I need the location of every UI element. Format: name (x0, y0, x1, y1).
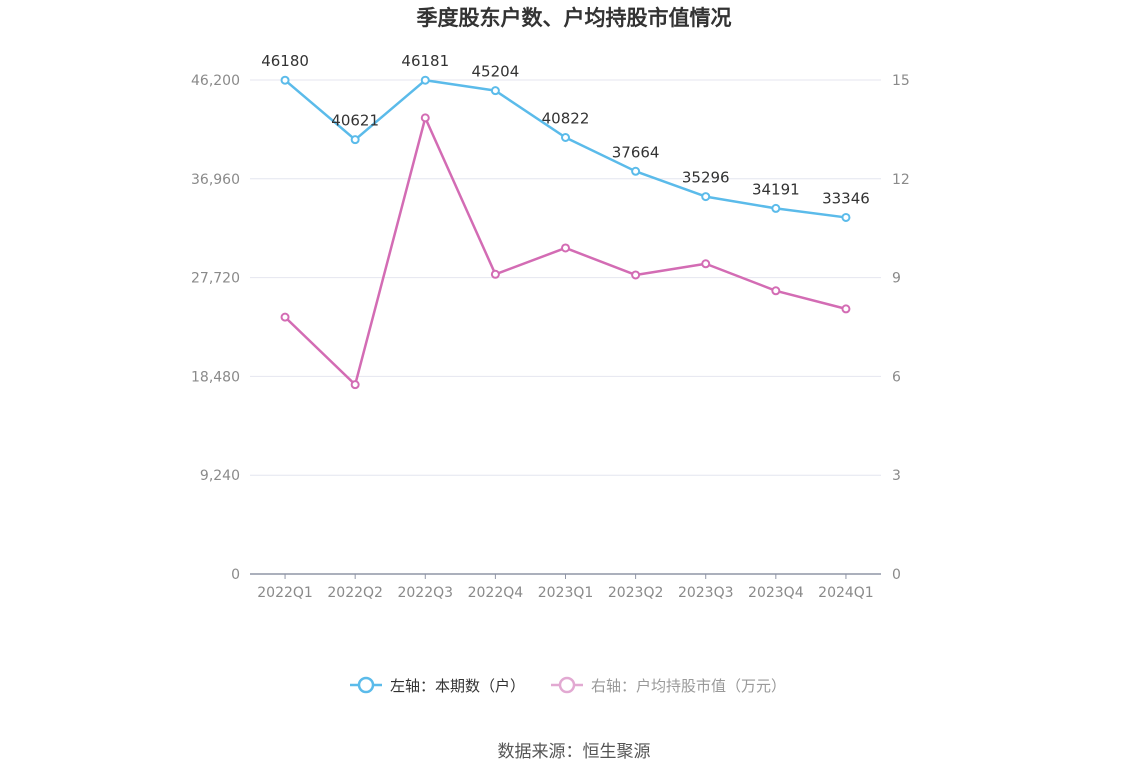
left-series-point (841, 212, 851, 222)
x-tick-label: 2022Q1 (257, 585, 313, 601)
legend-marker (357, 676, 375, 694)
data-source: 数据来源：恒生聚源 (497, 742, 651, 762)
y-right-tick-label: 0 (892, 567, 901, 583)
x-tick-label: 2023Q1 (538, 585, 594, 601)
left-series-point (350, 135, 360, 145)
y-left-tick-label: 27,720 (191, 271, 240, 287)
x-tick-label: 2024Q1 (818, 585, 874, 601)
left-series-point (701, 192, 711, 202)
data-label: 40822 (542, 110, 590, 128)
x-tick-label: 2023Q4 (748, 585, 804, 601)
data-label: 45204 (472, 63, 520, 81)
y-right-tick-label: 12 (892, 172, 910, 188)
y-left-tick-label: 36,960 (191, 172, 240, 188)
left-series-point (490, 86, 500, 96)
data-label: 46180 (261, 52, 309, 70)
right-series-point (561, 243, 570, 253)
x-tick-label: 2022Q2 (327, 585, 383, 601)
data-label: 46181 (401, 52, 449, 70)
x-tick-label: 2023Q3 (678, 585, 734, 601)
y-left-tick-label: 0 (231, 567, 240, 583)
right-series-point (631, 270, 641, 280)
y-right-tick-label: 3 (892, 468, 901, 484)
right-series-point (280, 312, 290, 322)
left-series-point (631, 166, 641, 176)
x-tick-label: 2022Q3 (397, 585, 453, 601)
data-label: 34191 (752, 180, 800, 198)
data-label: 40621 (331, 112, 379, 130)
y-left-tick-label: 9,240 (200, 468, 240, 484)
right-series-point (490, 269, 500, 279)
y-left-tick-label: 18,480 (191, 369, 240, 385)
right-series-point (350, 380, 360, 390)
left-series-point (420, 75, 430, 85)
right-series-point (841, 304, 851, 314)
y-left-tick-label: 46,200 (191, 73, 240, 89)
left-series-point (771, 203, 781, 213)
data-label: 35296 (682, 169, 730, 187)
x-tick-label: 2023Q2 (608, 585, 664, 601)
data-label: 37664 (612, 143, 660, 161)
legend-marker (558, 676, 576, 694)
chart-title: 季度股东户数、户均持股市值情况 (416, 6, 732, 30)
right-series-point (701, 259, 711, 269)
y-right-tick-label: 6 (892, 369, 901, 385)
right-series-point (420, 113, 430, 123)
y-right-tick-label: 9 (892, 271, 901, 287)
left-series-point (561, 133, 570, 143)
y-right-tick-label: 15 (892, 73, 910, 89)
left-series-point (280, 75, 290, 85)
legend-item-left: 左轴：本期数（户） (390, 677, 525, 695)
legend-item-right: 右轴：户均持股市值（万元） (591, 677, 786, 695)
data-label: 33346 (822, 189, 870, 207)
x-tick-label: 2022Q4 (468, 585, 524, 601)
right-series-point (771, 286, 781, 296)
